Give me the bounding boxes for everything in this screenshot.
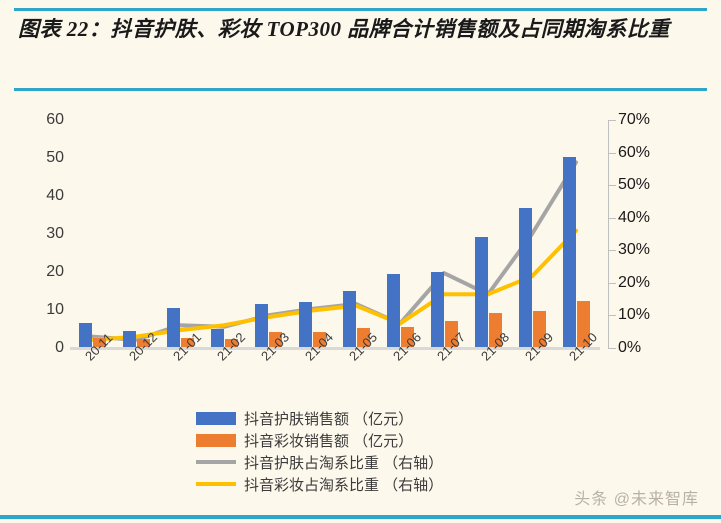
y-tick-mark-right	[608, 282, 616, 284]
legend-label: 抖音护肤销售额 （亿元）	[244, 410, 414, 428]
title-divider	[14, 88, 707, 91]
y-tick-right: 60%	[618, 143, 651, 161]
bar-makeup-21-06	[400, 327, 414, 348]
footer-divider	[0, 515, 721, 519]
watermark: 头条 @未来智库	[574, 491, 699, 508]
y-tick-left: 10	[46, 301, 64, 318]
y-tick-mark-right	[608, 185, 616, 187]
legend-label: 抖音彩妆占淘系比重 （右轴）	[244, 476, 444, 494]
bar-makeup-21-02	[224, 339, 238, 348]
y-tick-mark-right	[608, 217, 616, 219]
bar-skincare-21-08	[474, 236, 488, 348]
x-axis-baseline	[70, 347, 600, 350]
bar-makeup-20-12	[136, 338, 150, 348]
bar-makeup-21-05	[356, 328, 370, 348]
bar-makeup-21-01	[180, 337, 194, 348]
y-tick-mark-right	[608, 120, 616, 121]
line-skincare-share	[90, 160, 578, 342]
chart-legend: 抖音护肤销售额 （亿元） 抖音彩妆销售额 （亿元） 抖音护肤占淘系比重 （右轴） 抖音…	[196, 407, 443, 495]
chart-container: 0 10 20 30 40 50 60 0% 10% 20% 30% 40% 50% 60% 70% 20…	[0, 95, 721, 515]
bar-skincare-21-07	[430, 272, 444, 348]
legend-swatch-icon	[196, 482, 236, 486]
line-makeup-share	[90, 228, 578, 342]
legend-swatch-icon	[196, 411, 236, 425]
y-tick-right: 30%	[618, 241, 651, 259]
plot-area	[70, 120, 598, 348]
legend-item-3[interactable]: 抖音彩妆占淘系比重 （右轴）	[196, 473, 443, 495]
bar-skincare-21-05	[342, 291, 356, 348]
y-axis-right: 0% 10% 20% 30% 40% 50% 60% 70%	[600, 95, 710, 373]
y-tick-left: 20	[46, 263, 64, 280]
top-divider	[14, 8, 707, 11]
y-tick-mark-right	[608, 250, 616, 252]
y-tick-mark-right	[608, 152, 616, 154]
bar-makeup-21-04	[312, 332, 326, 348]
y-tick-right: 0%	[618, 339, 642, 356]
right-axis-spine	[608, 120, 609, 348]
legend-item-2[interactable]: 抖音护肤占淘系比重 （右轴）	[196, 451, 443, 473]
bar-makeup-21-09	[532, 310, 546, 348]
y-tick-left: 60	[46, 111, 64, 128]
legend-swatch-icon	[196, 460, 236, 464]
bar-skincare-21-04	[298, 302, 312, 348]
legend-label: 抖音彩妆销售额 （亿元）	[244, 432, 414, 450]
y-tick-mark-right	[608, 315, 616, 317]
y-tick-right: 10%	[618, 306, 651, 324]
bar-skincare-21-01	[166, 308, 180, 348]
bar-makeup-21-07	[444, 321, 458, 348]
y-tick-right: 40%	[618, 208, 651, 226]
page-title: 图表 22：抖音护肤、彩妆 TOP300 品牌合计销售额及占同期淘系比重	[18, 17, 670, 41]
legend-item-0[interactable]: 抖音护肤销售额 （亿元）	[196, 407, 443, 429]
legend-item-1[interactable]: 抖音彩妆销售额 （亿元）	[196, 429, 443, 451]
y-tick-left: 0	[55, 339, 64, 356]
y-tick-right: 20%	[618, 273, 651, 291]
bar-skincare-21-09	[518, 208, 532, 348]
bar-makeup-20-11	[92, 338, 106, 348]
bar-skincare-20-12	[122, 330, 136, 348]
y-tick-right: 50%	[618, 176, 651, 194]
bar-skincare-20-11	[78, 323, 92, 348]
y-tick-left: 40	[46, 187, 64, 204]
bar-skincare-21-06	[386, 273, 400, 348]
bar-skincare-21-10	[562, 156, 576, 348]
y-tick-left: 50	[46, 149, 64, 166]
bar-makeup-21-08	[488, 313, 502, 348]
y-axis-left: 0 10 20 30 40 50 60	[8, 95, 64, 373]
bar-skincare-21-03	[254, 304, 268, 348]
bar-makeup-21-03	[268, 331, 282, 348]
y-tick-right: 70%	[618, 111, 651, 128]
bar-skincare-21-02	[210, 329, 224, 348]
legend-label: 抖音护肤占淘系比重 （右轴）	[244, 454, 444, 472]
y-tick-mark-right	[608, 348, 616, 349]
y-tick-left: 30	[46, 225, 64, 242]
bar-makeup-21-10	[576, 301, 590, 348]
legend-swatch-icon	[196, 433, 236, 447]
